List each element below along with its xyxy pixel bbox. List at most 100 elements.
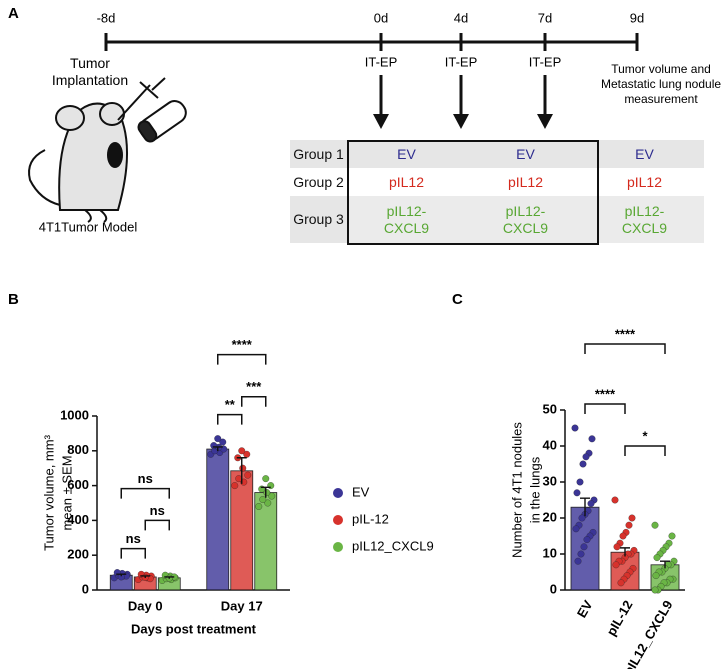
significance-bracket <box>584 403 626 414</box>
group-table: Group 1 EV EV EV Group 2 pIL12 pIL12 pIL12 Group… <box>290 140 704 243</box>
table-cell: EV <box>347 140 466 168</box>
y-tick-label: 20 <box>543 509 557 524</box>
data-point <box>219 438 227 446</box>
significance-label: **** <box>615 326 636 341</box>
y-tick-label: 0 <box>550 581 557 596</box>
data-point <box>578 514 586 522</box>
timeline-day: 0d <box>374 10 388 25</box>
data-point <box>268 492 276 500</box>
data-point <box>625 521 633 529</box>
implantation-label: Tumor Implantation <box>51 55 129 88</box>
table-row: Group 2 pIL12 pIL12 pIL12 <box>290 168 704 196</box>
y-axis-label: mean ± SEM <box>59 455 74 530</box>
data-point <box>259 496 267 503</box>
significance-bracket <box>120 487 170 499</box>
data-point <box>617 579 625 587</box>
data-point <box>580 543 588 551</box>
data-point <box>238 447 246 455</box>
significance-label: * <box>642 428 648 443</box>
significance-bracket <box>144 519 170 531</box>
significance-bracket <box>241 396 267 407</box>
x-tick-label: Day 17 <box>221 598 263 613</box>
timeline-day: 9d <box>630 10 644 25</box>
x-tick-label: pIL-12 <box>603 598 635 639</box>
data-point <box>651 586 659 594</box>
arrow-head <box>453 114 469 129</box>
panel-label: C <box>452 291 463 308</box>
error-bar <box>212 446 223 452</box>
significance-bracket <box>120 547 146 559</box>
data-point <box>244 471 252 479</box>
panel-label: B <box>8 291 19 308</box>
group-label: Group 1 <box>290 140 347 168</box>
y-tick-label: 10 <box>543 545 557 560</box>
table-cell: EV <box>466 140 585 168</box>
y-tick-label: 40 <box>543 437 557 452</box>
group-label: Group 2 <box>290 168 347 196</box>
data-point <box>571 424 579 432</box>
error-bar <box>260 486 271 498</box>
y-tick-label: 1000 <box>60 407 89 422</box>
data-point <box>262 475 270 483</box>
panel-label: A <box>8 5 19 22</box>
table-row: Group 3 pIL12-CXCL9 pIL12-CXCL9 pIL12-CXCL9 <box>290 196 704 243</box>
measurement-label: Tumor volume and Metastatic lung nodule … <box>600 62 722 106</box>
table-border <box>347 140 599 245</box>
error-bar <box>236 457 247 484</box>
data-point <box>264 499 272 507</box>
treatment-label: IT-EP <box>445 54 478 69</box>
data-point <box>668 532 676 540</box>
significance-bracket <box>624 445 666 456</box>
data-point <box>583 536 591 544</box>
mouse-illustration <box>28 77 187 223</box>
data-point <box>577 550 585 558</box>
data-point <box>651 521 659 529</box>
bar <box>206 448 230 591</box>
data-point <box>210 442 218 450</box>
table-cell: pIL12-CXCL9 <box>347 196 466 243</box>
data-point <box>652 572 660 580</box>
data-point <box>572 525 580 533</box>
error-bar <box>620 547 630 557</box>
significance-bracket <box>217 353 267 365</box>
model-label: 4T1Tumor Model <box>39 219 138 234</box>
significance-label: ns <box>126 531 141 546</box>
x-tick-label: EV <box>574 597 596 620</box>
data-point <box>588 435 596 443</box>
data-point <box>619 532 627 540</box>
significance-label: **** <box>232 337 253 352</box>
y-axis-label: Number of 4T1 nodules <box>509 422 524 558</box>
data-point <box>231 482 239 490</box>
legend-marker <box>333 542 343 552</box>
significance-label: ns <box>138 471 153 486</box>
data-point <box>574 557 582 565</box>
y-tick-label: 600 <box>67 477 89 492</box>
table-cell: EV <box>585 140 704 168</box>
data-point <box>239 464 247 472</box>
data-point <box>653 554 661 562</box>
treatment-label: IT-EP <box>529 54 562 69</box>
data-point <box>579 460 587 468</box>
y-tick-label: 800 <box>67 442 89 457</box>
significance-bracket <box>217 413 243 425</box>
y-axis-label: in the lungs <box>527 456 542 523</box>
table-cell: pIL12 <box>585 168 704 196</box>
significance-label: **** <box>595 386 616 401</box>
timeline-day: -8d <box>97 10 116 25</box>
treatment-label: IT-EP <box>365 54 398 69</box>
timeline-day: 4d <box>454 10 468 25</box>
significance-bracket <box>584 343 666 354</box>
y-tick-label: 400 <box>67 512 89 527</box>
legend-label: EV <box>352 484 370 499</box>
error-bar <box>116 573 127 577</box>
significance-label: ** <box>225 397 236 412</box>
x-axis-label: Days post treatment <box>131 621 257 636</box>
data-point <box>612 561 620 569</box>
table-row: Group 1 EV EV EV <box>290 140 704 168</box>
data-point <box>576 478 584 486</box>
error-bar <box>140 575 151 578</box>
y-tick-label: 50 <box>543 401 557 416</box>
legend-label: pIL12_CXCL9 <box>352 538 434 553</box>
